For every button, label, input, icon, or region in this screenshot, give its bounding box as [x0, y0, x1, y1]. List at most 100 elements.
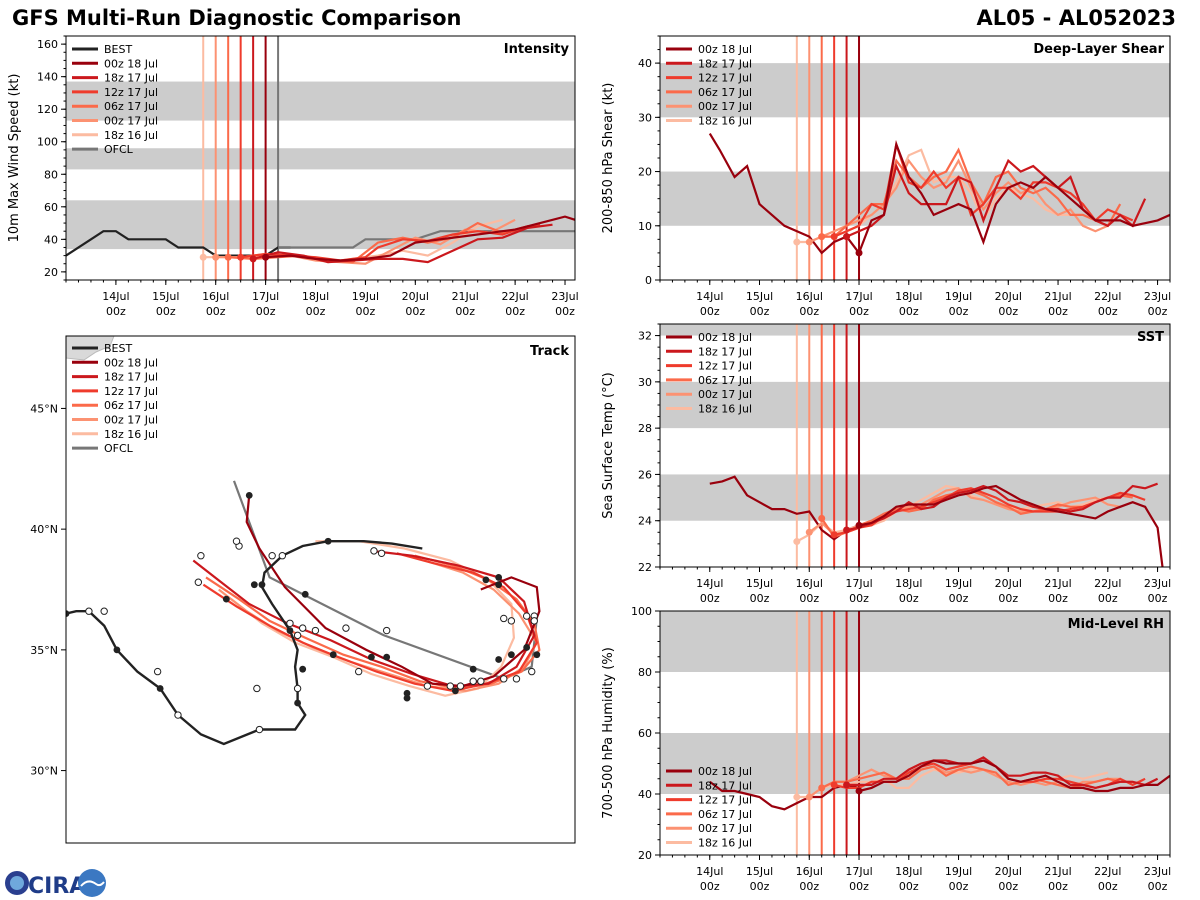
shear-legend-label: 00z 17 Jul [698, 100, 752, 113]
sst-history-line [709, 475, 860, 541]
shear-xtick-day: 18Jul [895, 290, 922, 303]
shear-xtick-hour: 00z [1148, 305, 1168, 318]
sst-panel: 22 24 26 28 30 32 14Jul 00z 15Jul 00z 16Jul 00z 17Ju… [601, 323, 1171, 605]
shear-xtick-day: 16Jul [796, 290, 823, 303]
cira-logo-globe-inner-icon [10, 876, 24, 890]
track-ytick-label: 45°N [30, 402, 58, 415]
cira-logo-text: CIRA [28, 874, 86, 899]
rh-init-point [793, 793, 801, 801]
sst-legend-label: 18z 17 Jul [698, 345, 752, 358]
track-filled-point [250, 581, 258, 589]
shear-xtick-hour: 00z [1098, 305, 1118, 318]
rh-ylabel: 700-500 hPa Humidity (%) [601, 647, 616, 819]
track-open-point [354, 667, 363, 676]
track-filled-point [523, 644, 531, 651]
shear-xtick-hour: 00z [949, 305, 969, 318]
sst-init-point [793, 538, 801, 546]
track-legend-label: 00z 18 Jul [104, 356, 158, 369]
intensity-series-line [265, 215, 575, 262]
rh-legend-label: 12z 17 Jul [698, 794, 752, 807]
intensity-init-point [224, 253, 232, 261]
track-legend-label: 18z 17 Jul [104, 371, 158, 384]
intensity-panel: 20 40 60 80 100 120 140 160 14Jul 00z 15Jul 00z 16Ju… [7, 35, 579, 318]
shear-xtick-day: 23Jul [1144, 290, 1171, 303]
track-filled-point [495, 581, 503, 589]
shear-xtick-day: 15Jul [746, 290, 773, 303]
rh-init-point [805, 793, 813, 801]
track-open-point [197, 552, 205, 560]
rh-legend-label: 00z 18 Jul [698, 765, 752, 778]
intensity-ytick-label: 100 [37, 136, 58, 149]
track-filled-point [222, 595, 230, 603]
rh-series-line [858, 759, 1170, 793]
intensity-series-line [252, 223, 553, 264]
intensity-legend-label: OFCL [104, 143, 134, 156]
rh-xtick-day: 16Jul [796, 865, 823, 878]
shear-init-point [805, 238, 813, 246]
shear-series-line [857, 140, 1170, 254]
sst-band [660, 381, 1170, 429]
rh-panel: 20 40 60 80 100 14Jul 00z 15Jul 00z 16Jul 00z 17Jul… [601, 605, 1171, 893]
shear-plot-area [660, 36, 1170, 280]
sst-init-point [818, 514, 826, 522]
sst-band [660, 474, 1170, 521]
rh-init-point [855, 787, 863, 795]
sst-legend-label: 18z 16 Jul [698, 403, 752, 416]
sst-xtick-day: 16Jul [796, 577, 823, 590]
shear-xtick-hour: 00z [1048, 305, 1068, 318]
intensity-plot-area [66, 36, 575, 280]
shear-series-line [808, 158, 1109, 244]
rh-ytick-label: 20 [638, 849, 652, 862]
shear-ytick-label: 30 [638, 111, 652, 124]
intensity-init-point [199, 253, 207, 261]
sst-panel-title: SST [1137, 330, 1164, 345]
intensity-legend-label: 00z 17 Jul [104, 115, 158, 128]
shear-band [660, 63, 1170, 118]
track-open-point [512, 675, 521, 683]
intensity-init-point [212, 253, 220, 261]
track-filled-point [299, 665, 307, 673]
rh-xtick-day: 22Jul [1094, 865, 1121, 878]
rh-xtick-hour: 00z [1148, 880, 1168, 893]
sst-xtick-day: 20Jul [995, 577, 1022, 590]
sst-xtick-day: 14Jul [696, 577, 723, 590]
track-open-point [377, 549, 386, 557]
intensity-xtick-day: 17Jul [252, 290, 279, 303]
shear-xtick-hour: 00z [700, 305, 720, 318]
track-legend-label: BEST [104, 342, 132, 355]
shear-legend-label: 00z 18 Jul [698, 43, 752, 56]
intensity-ytick-label: 20 [44, 266, 58, 279]
track-open-point [298, 624, 307, 632]
track-filled-point [495, 574, 503, 581]
shear-xtick-hour: 00z [899, 305, 919, 318]
sst-ytick-label: 28 [638, 422, 652, 435]
rh-xtick-hour: 00z [1048, 880, 1068, 893]
sst-ytick-label: 24 [638, 515, 652, 528]
rh-init-point [830, 781, 838, 789]
sst-xtick-hour: 00z [849, 592, 869, 605]
intensity-xtick-day: 21Jul [452, 290, 479, 303]
track-open-point [382, 626, 391, 635]
intensity-init-point [237, 253, 245, 261]
shear-ytick-label: 10 [638, 220, 652, 233]
sst-xtick-hour: 00z [1148, 592, 1168, 605]
intensity-xtick-hour: 00z [405, 305, 425, 318]
track-filled-point [368, 653, 375, 661]
shear-ytick-label: 0 [645, 274, 652, 287]
rh-xtick-day: 19Jul [945, 865, 972, 878]
track-best-filled-point [294, 699, 301, 707]
track-ytick-label: 35°N [30, 644, 58, 657]
sst-init-point [843, 526, 851, 534]
sst-xtick-hour: 00z [799, 592, 819, 605]
intensity-ytick-label: 120 [37, 103, 58, 116]
rh-init-point [843, 781, 851, 789]
track-legend-label: OFCL [104, 442, 134, 455]
rh-init-point [818, 784, 826, 792]
rh-xtick-hour: 00z [799, 880, 819, 893]
track-open-point [194, 578, 203, 586]
cira-logo-badge-icon [78, 869, 106, 897]
sst-series-line [846, 482, 1158, 532]
